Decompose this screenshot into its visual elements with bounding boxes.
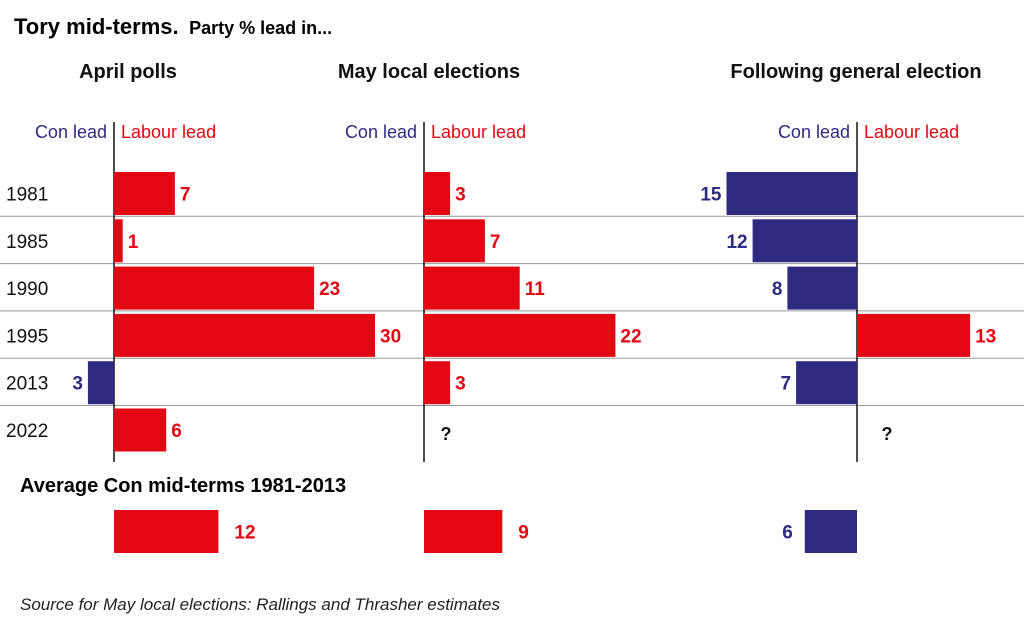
bar-1981-panel-2 (424, 172, 451, 215)
year-label-1981: 1981 (6, 185, 48, 206)
year-label-1990: 1990 (6, 279, 48, 300)
bar-1985-panel-3 (752, 219, 857, 263)
average-value-label: 6 (782, 523, 793, 544)
bar-1985-panel-1 (114, 219, 123, 263)
bar-1995-panel-1 (114, 313, 375, 357)
con-lead-label: Con lead (345, 122, 417, 142)
value-label: 7 (781, 374, 792, 395)
bars (87, 172, 971, 553)
bar-1995-panel-3 (857, 313, 971, 357)
con-lead-label: Con lead (35, 122, 107, 142)
average-title: Average Con mid-terms 1981-2013 (20, 475, 346, 497)
average-bar-panel-2 (424, 510, 503, 553)
panel-title-3: Following general election (730, 61, 981, 83)
panel-title-1: April polls (79, 61, 177, 83)
unknown-marker: ? (441, 424, 452, 444)
value-label: 7 (180, 185, 191, 206)
unknown-marker: ? (882, 424, 893, 444)
bar-1990-panel-2 (424, 266, 520, 310)
bar-1990-panel-3 (787, 266, 857, 310)
value-label: 23 (319, 279, 340, 300)
year-label-2013: 2013 (6, 374, 48, 395)
bar-2013-panel-3 (796, 361, 857, 405)
value-label: 15 (700, 185, 722, 206)
value-label: 3 (455, 374, 466, 395)
bar-1995-panel-2 (424, 313, 616, 357)
bar-1981-panel-1 (114, 172, 175, 215)
value-label: 13 (975, 326, 996, 347)
value-label: 12 (726, 232, 747, 253)
bar-1990-panel-1 (114, 266, 315, 310)
year-label-2022: 2022 (6, 421, 48, 442)
labels: 1981 1985 1990 1995 2013 2022 April polls Con l… (6, 61, 996, 544)
bar-1985-panel-2 (424, 219, 485, 263)
value-label: 11 (525, 279, 546, 300)
chart-title: Tory mid-terms. Party % lead in... (14, 14, 332, 39)
year-label-1985: 1985 (6, 232, 48, 253)
value-label: 22 (620, 326, 641, 347)
source-note: Source for May local elections: Rallings… (20, 595, 500, 614)
year-label-1995: 1995 (6, 326, 48, 347)
average-value-label: 9 (518, 523, 529, 544)
bar-2022-panel-1 (114, 408, 167, 452)
value-label: 30 (380, 326, 401, 347)
labour-lead-label: Labour lead (121, 122, 216, 142)
labour-lead-label: Labour lead (431, 122, 526, 142)
value-label: 1 (128, 232, 139, 253)
average-bar-panel-3 (804, 510, 857, 553)
average-bar-panel-1 (114, 510, 219, 553)
value-label: 7 (490, 232, 501, 253)
chart-subtitle: Party % lead in... (189, 18, 332, 38)
bar-2013-panel-2 (424, 361, 451, 405)
average-value-label: 12 (234, 523, 255, 544)
value-label: 3 (72, 374, 83, 395)
value-label: 3 (455, 185, 466, 206)
labour-lead-label: Labour lead (864, 122, 959, 142)
row-rules (0, 215, 1024, 406)
con-lead-label: Con lead (778, 122, 850, 142)
value-label: 6 (171, 421, 182, 442)
bar-2013-panel-1 (87, 361, 114, 405)
bar-1981-panel-3 (726, 172, 857, 215)
value-label: 8 (772, 279, 783, 300)
panel-title-2: May local elections (338, 61, 520, 83)
chart-title-main: Tory mid-terms. (14, 14, 179, 39)
